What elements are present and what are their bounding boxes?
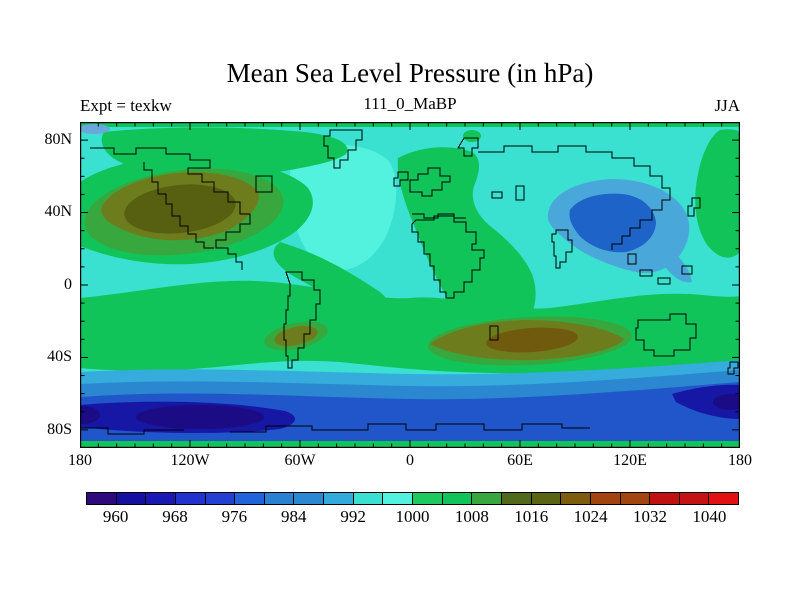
colorbar-cell [115, 493, 146, 504]
colorbar-cell [323, 493, 353, 504]
colorbar-cell [87, 493, 116, 504]
colorbar-cell [263, 493, 294, 504]
colorbar-labels: 960 968 976 984 992 1000 1008 1016 1024 1032 1040 [86, 507, 739, 529]
colorbar-tick-label: 984 [281, 507, 307, 526]
colorbar-cell [145, 493, 175, 504]
colorbar-cell [530, 493, 561, 504]
season-label: JJA [714, 96, 740, 115]
contour-asian-low-group [547, 179, 692, 283]
colorbar-tick-label: 1040 [692, 507, 727, 526]
colorbar-cell [471, 493, 501, 504]
y-tick-0: 0 [64, 276, 72, 293]
contour-core-north-pacific-high [124, 184, 236, 234]
colorbar [86, 492, 739, 505]
colorbar-cell [382, 493, 413, 504]
x-tick-0: 0 [406, 452, 414, 469]
colorbar-tick-label: 968 [162, 507, 188, 526]
map-frame [80, 122, 740, 448]
colorbar-tick-label: 1008 [454, 507, 489, 526]
y-tick-80s: 80S [47, 421, 72, 438]
x-tick-60w: 60W [284, 452, 316, 469]
coastlines [80, 129, 739, 435]
colorbar-cell [589, 493, 620, 504]
x-tick-60e: 60E [507, 452, 533, 469]
colorbar-cell [441, 493, 472, 504]
colorbar-cell [293, 493, 324, 504]
y-tick-40s: 40S [47, 348, 72, 365]
pressure-map [80, 122, 740, 448]
colorbar-cell [560, 493, 590, 504]
colorbar-cell [619, 493, 650, 504]
colorbar-tick-label: 1000 [395, 507, 430, 526]
colorbar-cell [500, 493, 531, 504]
colorbar-tick-label: 976 [221, 507, 248, 526]
colorbar-tick-label: 1024 [573, 507, 608, 526]
colorbar-tick-label: 960 [102, 507, 129, 526]
contour-arctic-blue-patch [80, 124, 110, 134]
contour-map-svg [80, 122, 740, 448]
colorbar-cell [204, 493, 235, 504]
colorbar-cell [352, 493, 383, 504]
map-axis-ticks [81, 123, 739, 447]
colorbar-tick-label: 1016 [514, 507, 549, 526]
plot-title: Mean Sea Level Pressure (in hPa) [226, 58, 594, 88]
experiment-label: Expt = texkw [80, 96, 172, 115]
colorbar-cell [678, 493, 709, 504]
y-tick-80n: 80N [44, 131, 72, 148]
y-tick-40n: 40N [44, 203, 72, 220]
colorbar-cell [708, 493, 739, 504]
x-tick-180w: 180 [68, 452, 92, 469]
colorbar-cell [412, 493, 442, 504]
contour-core-south-indian-high [486, 327, 578, 353]
x-tick-120e: 120E [613, 452, 647, 469]
colorbar-cell [649, 493, 679, 504]
contour-bright-cyan-atlantic [289, 144, 397, 271]
x-tick-120w: 120W [170, 452, 210, 469]
colorbar-tick-label: 1032 [632, 507, 667, 526]
colorbar-cell [234, 493, 264, 504]
colorbar-cell [174, 493, 205, 504]
plot-subtitle: 111_0_MaBP [363, 94, 457, 113]
colorbar-tick-label: 992 [340, 507, 366, 526]
x-tick-180e: 180 [728, 452, 752, 469]
